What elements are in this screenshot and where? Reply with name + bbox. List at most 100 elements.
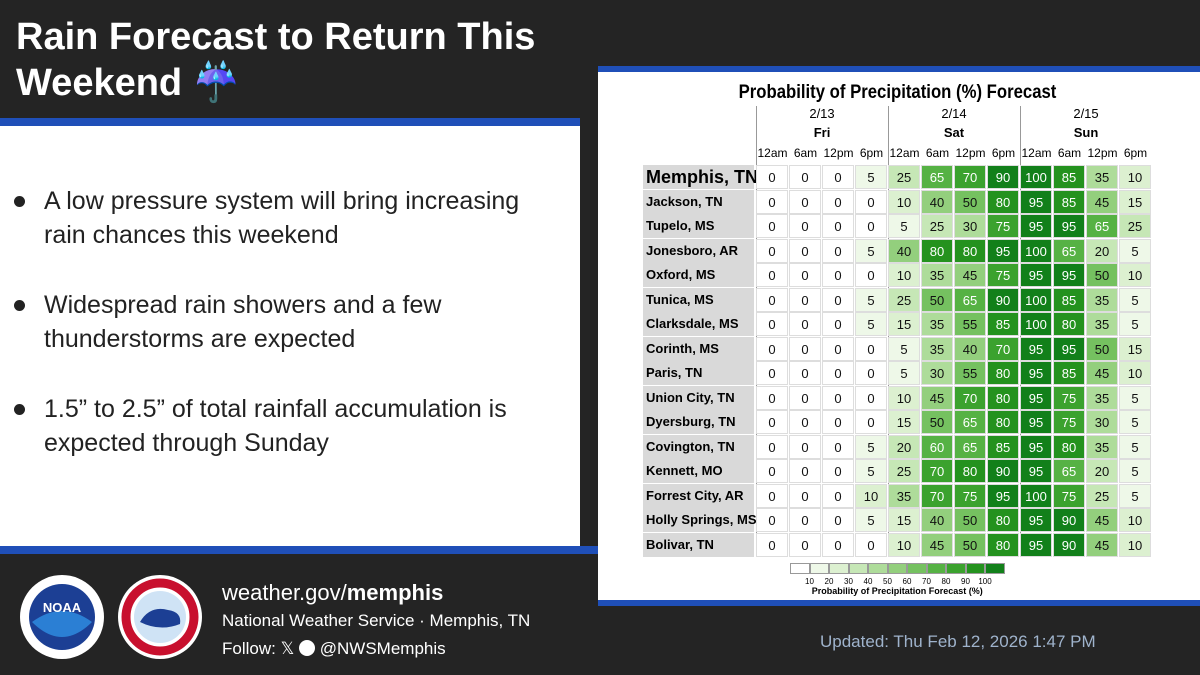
pop-cell: 35 xyxy=(1086,434,1118,459)
pop-cell: 0 xyxy=(756,459,788,483)
pop-cell: 90 xyxy=(1053,532,1085,557)
legend-tick: 60 xyxy=(902,577,912,586)
day-date: 2/14 xyxy=(941,106,967,121)
city-name: Oxford, MS xyxy=(643,263,754,287)
pop-cell: 20 xyxy=(1086,459,1118,483)
pop-cell: 45 xyxy=(921,532,953,557)
pop-cell: 90 xyxy=(987,165,1019,189)
pop-cell: 5 xyxy=(1119,483,1151,508)
pop-cell: 20 xyxy=(888,434,920,459)
pop-cell: 0 xyxy=(855,263,887,287)
pop-cell: 5 xyxy=(855,287,887,312)
city-name: Covington, TN xyxy=(643,434,754,459)
noaa-bird xyxy=(32,611,92,637)
pop-cell: 5 xyxy=(855,165,887,189)
pop-cell: 10 xyxy=(888,385,920,410)
pop-cell: 45 xyxy=(1086,189,1118,214)
pop-cell: 40 xyxy=(921,508,953,532)
pop-cell: 75 xyxy=(987,214,1019,238)
facebook-icon xyxy=(299,640,316,656)
pop-cell: 5 xyxy=(1119,385,1151,410)
pop-cell: 5 xyxy=(855,459,887,483)
pop-cell: 10 xyxy=(1119,361,1151,385)
pop-cell: 10 xyxy=(855,483,887,508)
pop-cell: 0 xyxy=(756,214,788,238)
bullet-text: A low pressure system will bring increas… xyxy=(44,187,520,249)
pop-cell: 10 xyxy=(1119,508,1151,532)
city-name: Bolivar, TN xyxy=(643,532,754,557)
pop-cell: 100 xyxy=(1020,483,1052,508)
day-name: Sat xyxy=(943,125,965,140)
pop-cell: 95 xyxy=(1020,459,1052,483)
pop-cell: 75 xyxy=(987,263,1019,287)
pop-cell: 0 xyxy=(822,263,854,287)
pop-cell: 95 xyxy=(1053,214,1085,238)
bullet-text: Widespread rain showers and a few thunde… xyxy=(44,291,442,353)
pop-cell: 65 xyxy=(954,287,986,312)
legend-tick: 90 xyxy=(961,577,970,586)
pop-cell: 95 xyxy=(1020,508,1052,532)
pop-cell: 0 xyxy=(855,189,887,214)
noaa-text: NOAA xyxy=(43,600,82,615)
pop-cell: 0 xyxy=(789,508,821,532)
day-name: Fri xyxy=(813,125,831,140)
legend-tick: 20 xyxy=(824,577,834,586)
pop-cell: 0 xyxy=(756,312,788,336)
pop-cell: 60 xyxy=(921,434,953,459)
handle[interactable]: @NWSMemphis xyxy=(319,639,446,658)
pop-cell: 0 xyxy=(756,336,788,361)
pop-cell: 50 xyxy=(954,508,986,532)
pop-cell: 0 xyxy=(822,189,854,214)
pop-cell: 15 xyxy=(1119,336,1151,361)
city-name: Holly Springs, MS xyxy=(643,508,757,532)
pop-cell: 80 xyxy=(987,361,1019,385)
day-date: 2/15 xyxy=(1073,106,1099,121)
pop-cell: 80 xyxy=(954,238,986,263)
title-stripe xyxy=(0,118,580,126)
city-name: Clarksdale, MS xyxy=(643,312,754,336)
pop-cell: 5 xyxy=(1119,312,1151,336)
time-label: 12am xyxy=(1021,146,1052,160)
pop-cell: 10 xyxy=(1119,165,1151,189)
pop-cell: 5 xyxy=(1119,410,1151,434)
pop-cell: 0 xyxy=(789,459,821,483)
pop-cell: 0 xyxy=(822,532,854,557)
pop-cell: 0 xyxy=(789,410,821,434)
pop-cell: 35 xyxy=(921,336,953,361)
pop-cell: 25 xyxy=(1086,483,1118,508)
pop-cell: 0 xyxy=(756,532,788,557)
city-name: Jonesboro, AR xyxy=(643,238,754,263)
pop-cell: 0 xyxy=(789,238,821,263)
pop-cell: 0 xyxy=(756,238,788,263)
time-label: 6pm xyxy=(1123,146,1148,160)
pop-cell: 80 xyxy=(1053,434,1085,459)
pop-cell: 50 xyxy=(921,287,953,312)
city-name: Tunica, MS xyxy=(643,287,754,312)
pop-cell: 80 xyxy=(987,532,1019,557)
follow-line: Follow: 𝕏 @NWSMemphis xyxy=(222,639,446,659)
day-date: 2/13 xyxy=(809,106,835,121)
pop-cell: 85 xyxy=(1053,361,1085,385)
pop-cell: 70 xyxy=(921,483,953,508)
day-name: Sun xyxy=(1073,125,1099,140)
pop-cell: 35 xyxy=(1086,312,1118,336)
pop-cell: 15 xyxy=(1119,189,1151,214)
pop-cell: 0 xyxy=(756,410,788,434)
url[interactable]: weather.gov/memphis xyxy=(222,580,443,606)
pop-cell: 95 xyxy=(1020,336,1052,361)
pop-cell: 0 xyxy=(789,532,821,557)
time-label: 6am xyxy=(925,146,950,160)
pop-cell: 95 xyxy=(1020,532,1052,557)
pop-cell: 95 xyxy=(1020,361,1052,385)
pop-cell: 95 xyxy=(1020,214,1052,238)
pop-cell: 0 xyxy=(855,410,887,434)
pop-cell: 25 xyxy=(888,165,920,189)
pop-cell: 100 xyxy=(1020,238,1052,263)
pop-cell: 80 xyxy=(921,238,953,263)
pop-cell: 0 xyxy=(789,263,821,287)
pop-cell: 40 xyxy=(954,336,986,361)
bullet-dot xyxy=(14,196,25,207)
pop-cell: 0 xyxy=(822,165,854,189)
pop-cell: 90 xyxy=(987,287,1019,312)
pop-cell: 65 xyxy=(921,165,953,189)
